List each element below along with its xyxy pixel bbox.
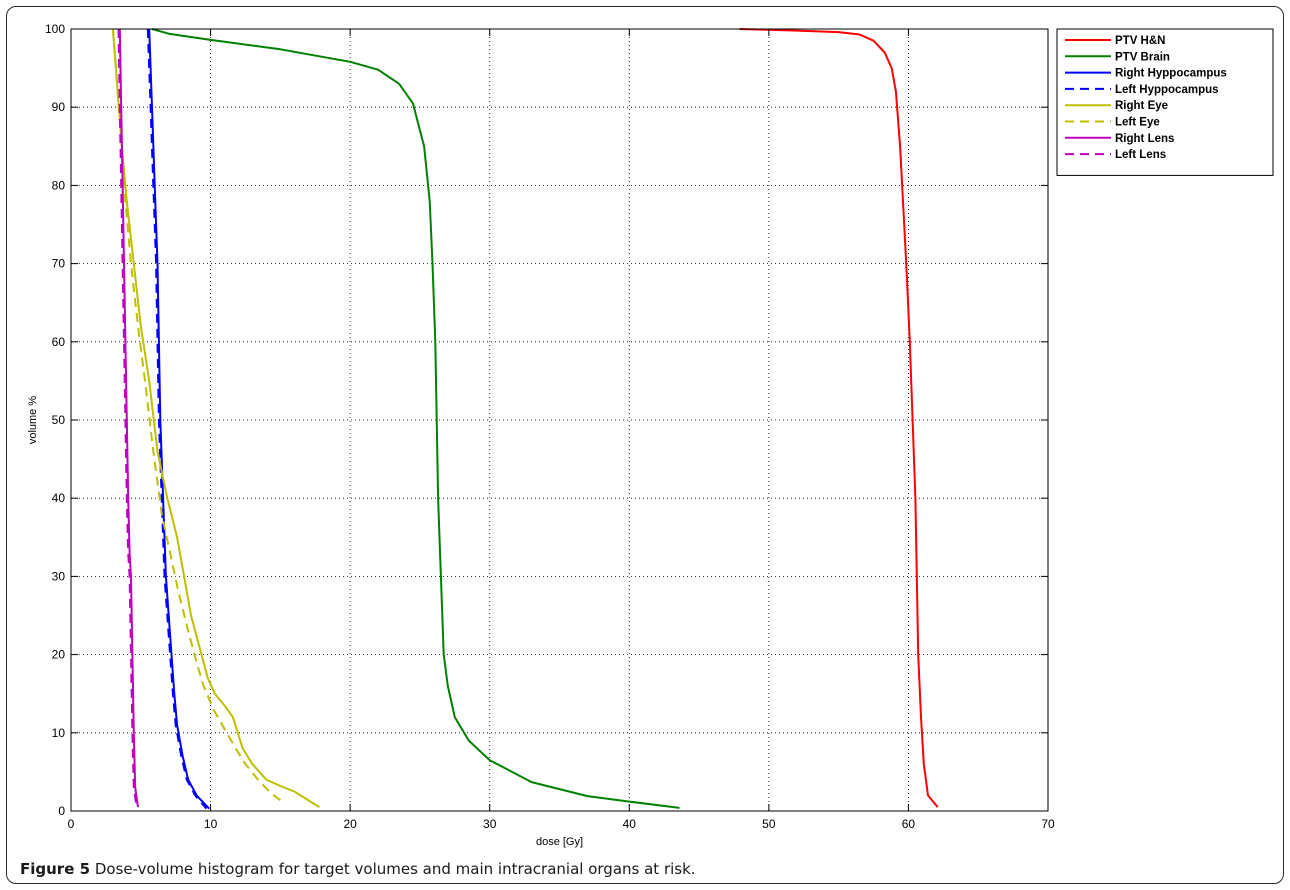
y-tick-label: 0 [58, 804, 65, 818]
y-tick-label: 70 [52, 257, 66, 271]
legend-label: Right Hyppocampus [1115, 68, 1227, 80]
series-line [146, 28, 208, 810]
y-tick-label: 60 [52, 335, 66, 349]
series-line [739, 28, 939, 808]
legend-label: Left Lens [1115, 149, 1166, 161]
series-line [118, 28, 139, 808]
y-axis-label: volume % [27, 396, 39, 445]
y-tick-label: 10 [52, 726, 66, 740]
caption-label: Figure 5 [20, 860, 91, 878]
y-tick-label: 30 [52, 569, 66, 583]
series-line [151, 28, 680, 809]
x-tick-label: 60 [902, 817, 916, 831]
caption-text: Dose-volume histogram for target volumes… [90, 860, 696, 878]
x-axis-label: dose [Gy] [536, 836, 583, 848]
y-tick-label: 50 [52, 413, 66, 427]
legend-box [1056, 28, 1274, 176]
x-tick-label: 50 [762, 817, 776, 831]
y-tick-label: 100 [45, 22, 65, 36]
legend-label: Left Hyppocampus [1115, 84, 1219, 96]
legend-label: Left Eye [1115, 117, 1160, 129]
x-tick-label: 70 [1041, 817, 1055, 831]
y-tick-label: 40 [52, 491, 66, 505]
legend-label: Right Lens [1115, 133, 1174, 145]
y-tick-label: 90 [52, 100, 66, 114]
series-line [117, 28, 138, 808]
y-tick-label: 20 [52, 648, 66, 662]
figure-caption: Figure 5 Dose-volume histogram for targe… [20, 860, 696, 878]
y-tick-label: 80 [52, 178, 66, 192]
x-tick-label: 40 [623, 817, 637, 831]
series-line [111, 28, 320, 808]
series-line [148, 28, 210, 810]
legend-label: PTV H&N [1115, 35, 1165, 47]
x-tick-label: 20 [343, 817, 357, 831]
x-tick-label: 0 [68, 817, 75, 831]
legend-label: PTV Brain [1115, 51, 1170, 63]
x-tick-label: 10 [204, 817, 218, 831]
legend-label: Right Eye [1115, 100, 1168, 112]
dose-volume-chart: 0 10 20 30 40 50 60 70 0 10 20 30 40 50 60 70 80 90 100 dos… [27, 22, 1274, 848]
x-tick-label: 30 [483, 817, 497, 831]
